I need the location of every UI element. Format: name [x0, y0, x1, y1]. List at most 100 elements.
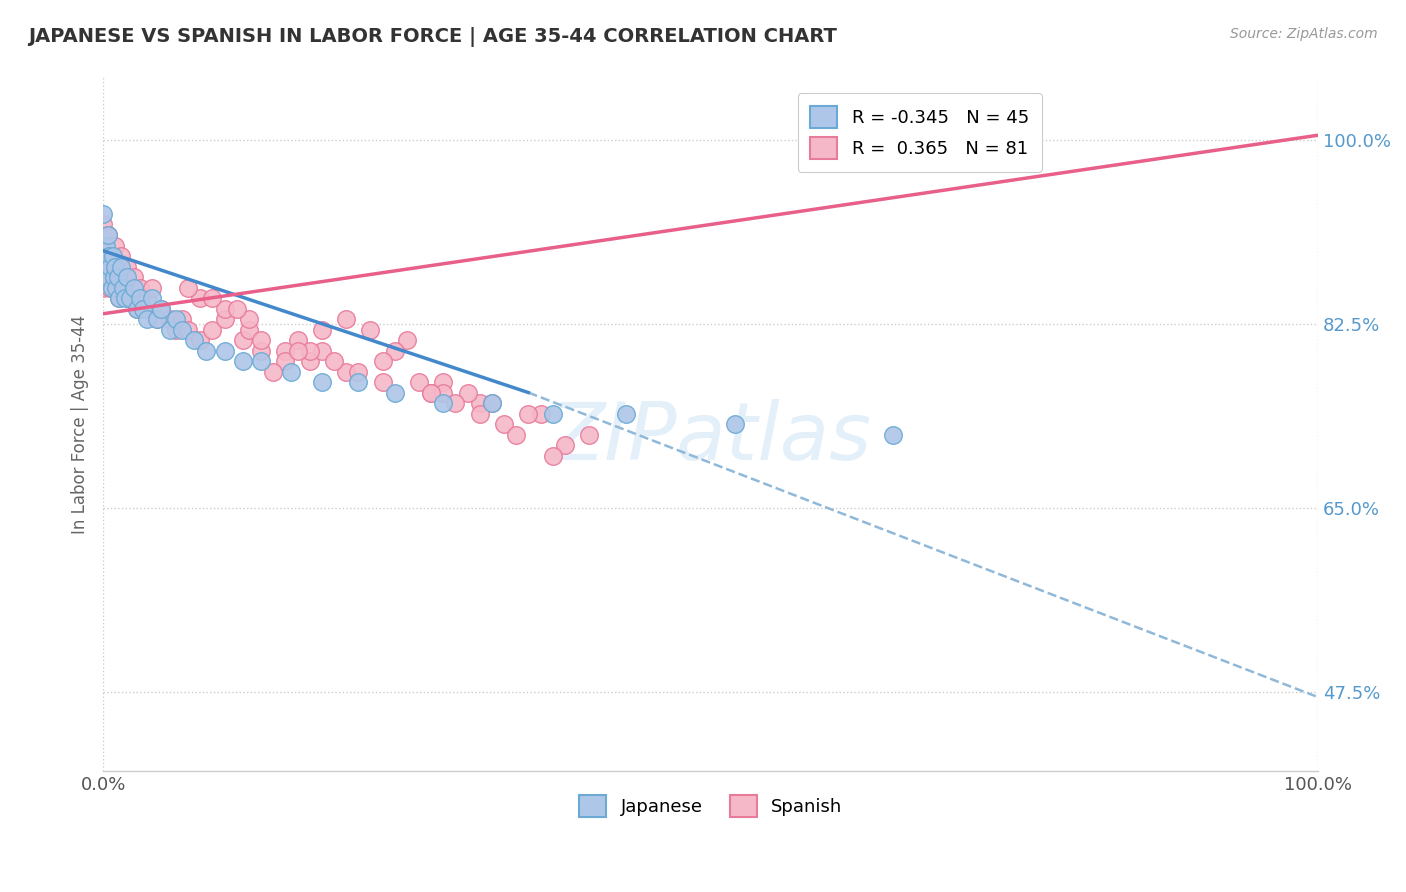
Point [150, 301, 173, 316]
Point [103, 260, 125, 274]
Point [250, 354, 273, 368]
Point [108, 291, 131, 305]
Point [347, 365, 370, 379]
Point [311, 375, 333, 389]
Point [201, 322, 224, 336]
Point [94, 238, 117, 252]
Point [141, 291, 163, 305]
Point [101, 249, 124, 263]
Point [159, 322, 181, 336]
Point [554, 438, 576, 452]
Point [468, 396, 491, 410]
Point [100, 249, 122, 263]
Point [195, 343, 218, 358]
Point [172, 322, 194, 336]
Point [105, 280, 128, 294]
Point [96, 270, 118, 285]
Point [141, 280, 163, 294]
Point [335, 312, 357, 326]
Point [110, 260, 132, 274]
Point [91, 207, 114, 221]
Point [614, 407, 637, 421]
Point [280, 365, 302, 379]
Point [494, 417, 516, 431]
Point [132, 301, 155, 316]
Point [214, 301, 236, 316]
Point [100, 260, 122, 274]
Point [107, 260, 129, 274]
Point [371, 354, 394, 368]
Point [135, 291, 157, 305]
Point [132, 301, 155, 316]
Text: ZIPatlas: ZIPatlas [550, 399, 872, 477]
Point [724, 417, 747, 431]
Point [100, 280, 122, 294]
Point [541, 449, 564, 463]
Point [420, 385, 443, 400]
Point [468, 407, 491, 421]
Point [481, 396, 503, 410]
Point [347, 375, 370, 389]
Point [110, 249, 132, 263]
Point [104, 260, 127, 274]
Y-axis label: In Labor Force | Age 35-44: In Labor Force | Age 35-44 [72, 315, 89, 533]
Point [541, 407, 564, 421]
Point [287, 343, 309, 358]
Point [311, 343, 333, 358]
Point [93, 249, 115, 263]
Point [97, 227, 120, 242]
Point [114, 270, 136, 285]
Point [177, 322, 200, 336]
Point [201, 291, 224, 305]
Point [384, 385, 406, 400]
Point [214, 312, 236, 326]
Point [111, 280, 134, 294]
Point [98, 249, 121, 263]
Point [250, 343, 273, 358]
Point [250, 333, 273, 347]
Point [188, 291, 211, 305]
Point [232, 354, 254, 368]
Point [172, 312, 194, 326]
Point [882, 427, 904, 442]
Point [287, 333, 309, 347]
Point [97, 227, 120, 242]
Point [262, 365, 284, 379]
Point [101, 270, 124, 285]
Point [128, 291, 150, 305]
Point [359, 322, 381, 336]
Point [214, 343, 236, 358]
Point [298, 354, 321, 368]
Point [122, 270, 145, 285]
Point [118, 291, 141, 305]
Point [114, 291, 136, 305]
Point [238, 322, 260, 336]
Point [91, 260, 114, 274]
Point [481, 396, 503, 410]
Point [150, 301, 173, 316]
Point [127, 301, 149, 316]
Point [457, 385, 479, 400]
Point [432, 385, 454, 400]
Point [122, 280, 145, 294]
Point [420, 385, 443, 400]
Point [104, 238, 127, 252]
Point [408, 375, 430, 389]
Point [311, 322, 333, 336]
Point [323, 354, 346, 368]
Point [94, 238, 117, 252]
Point [108, 291, 131, 305]
Point [444, 396, 467, 410]
Point [98, 260, 121, 274]
Point [159, 312, 181, 326]
Point [274, 354, 297, 368]
Point [177, 280, 200, 294]
Point [432, 396, 454, 410]
Point [335, 365, 357, 379]
Point [107, 270, 129, 285]
Point [145, 312, 167, 326]
Point [91, 280, 114, 294]
Text: JAPANESE VS SPANISH IN LABOR FORCE | AGE 35-44 CORRELATION CHART: JAPANESE VS SPANISH IN LABOR FORCE | AGE… [28, 27, 837, 46]
Text: Source: ZipAtlas.com: Source: ZipAtlas.com [1230, 27, 1378, 41]
Point [108, 270, 131, 285]
